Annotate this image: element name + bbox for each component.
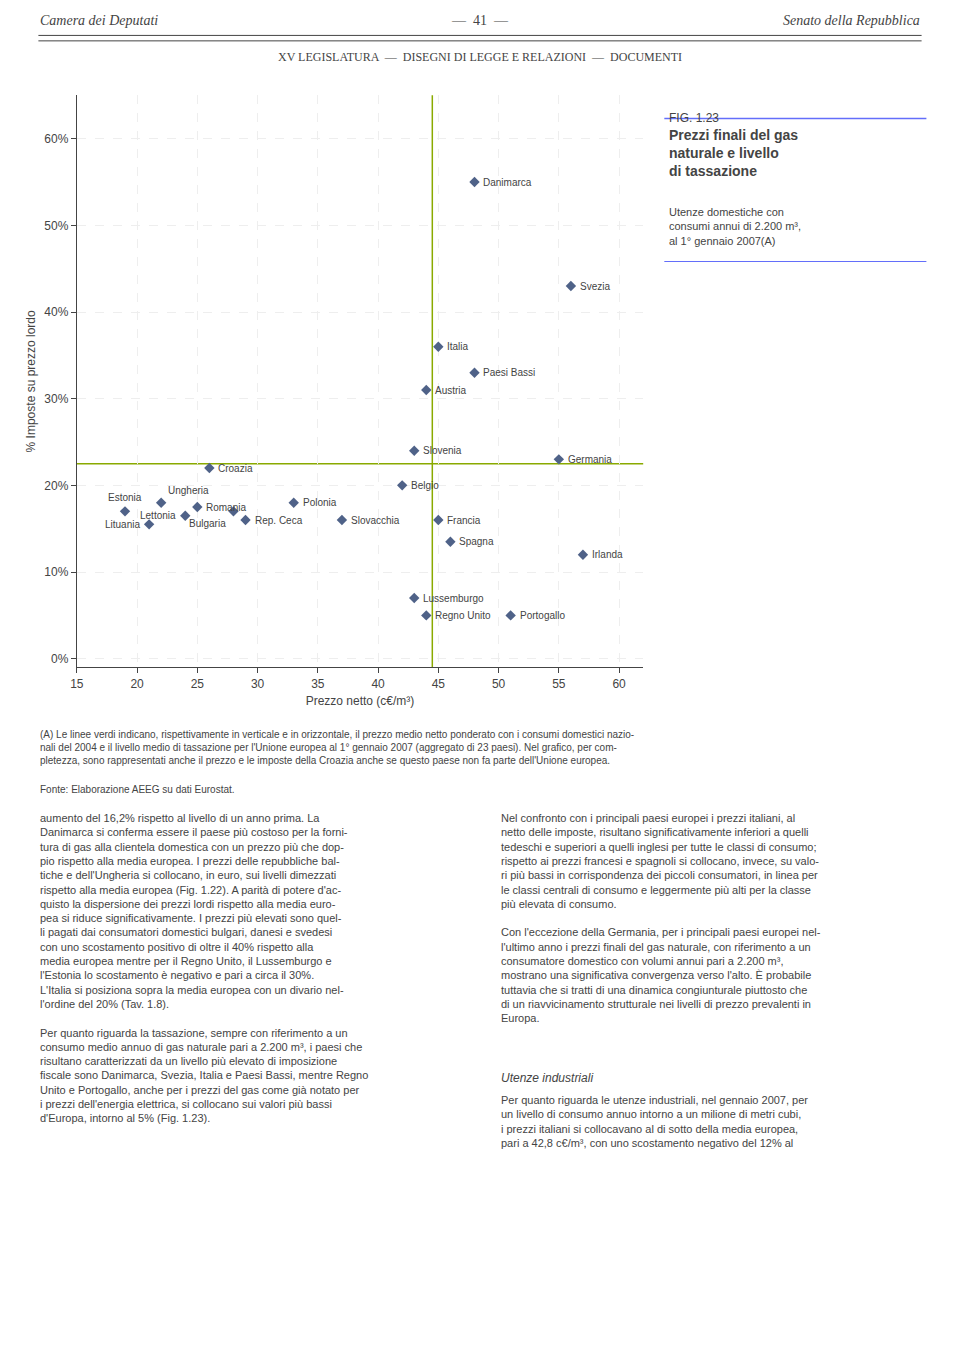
svg-text:aumento del 16,2% rispetto al: aumento del 16,2% rispetto al livello di… [40, 812, 368, 1124]
svg-text:Danimarca: Danimarca [483, 177, 532, 188]
svg-text:XV LEGISLATURA — DISEGNI DI: XV LEGISLATURA — DISEGNI DI LEGGE E RELA… [278, 50, 682, 64]
svg-text:40%: 40% [44, 305, 68, 319]
svg-text:Lussemburgo: Lussemburgo [423, 593, 484, 604]
svg-text:Belgio: Belgio [411, 480, 439, 491]
svg-text:Fonte: Elaborazione AEEG su da: Fonte: Elaborazione AEEG su dati Eurosta… [40, 784, 235, 795]
svg-text:55: 55 [552, 677, 566, 691]
svg-text:Francia: Francia [447, 515, 481, 526]
svg-text:Estonia: Estonia [108, 492, 142, 503]
svg-text:(A) Le linee verdi indicano, r: (A) Le linee verdi indicano, rispettivam… [40, 729, 634, 766]
svg-text:Utenze industriali: Utenze industriali [501, 1071, 593, 1085]
svg-text:% Imposte su prezzo lordo: % Imposte su prezzo lordo [24, 310, 38, 452]
svg-text:Slovacchia: Slovacchia [351, 515, 400, 526]
svg-text:60%: 60% [44, 132, 68, 146]
svg-text:Utenze domestiche conconsumi a: Utenze domestiche conconsumi annui di 2.… [669, 206, 801, 247]
svg-text:Slovenia: Slovenia [423, 445, 462, 456]
svg-text:10%: 10% [44, 565, 68, 579]
svg-text:Spagna: Spagna [459, 536, 494, 547]
svg-text:0%: 0% [51, 652, 69, 666]
svg-text:Regno Unito: Regno Unito [435, 610, 491, 621]
svg-text:Bulgaria: Bulgaria [189, 518, 226, 529]
svg-text:Austria: Austria [435, 385, 467, 396]
svg-text:Rep. Ceca: Rep. Ceca [255, 515, 303, 526]
svg-text:25: 25 [191, 677, 205, 691]
svg-text:Polonia: Polonia [303, 497, 337, 508]
svg-text:Prezzo netto (c€/m³): Prezzo netto (c€/m³) [306, 694, 415, 708]
svg-text:Camera dei Deputati: Camera dei Deputati [40, 13, 158, 28]
svg-text:FIG. 1.23: FIG. 1.23 [669, 111, 719, 125]
svg-text:20%: 20% [44, 479, 68, 493]
svg-text:Paesi Bassi: Paesi Bassi [483, 367, 535, 378]
svg-text:Germania: Germania [568, 454, 612, 465]
svg-text:35: 35 [311, 677, 325, 691]
svg-text:Prezzi finali del gasnaturale: Prezzi finali del gasnaturale e livellod… [669, 127, 798, 179]
svg-text:Per quanto riguarda le utenze: Per quanto riguarda le utenze industrial… [501, 1094, 808, 1149]
svg-text:Italia: Italia [447, 341, 469, 352]
svg-text:30: 30 [251, 677, 265, 691]
svg-text:20: 20 [130, 677, 144, 691]
svg-text:60: 60 [612, 677, 626, 691]
svg-text:30%: 30% [44, 392, 68, 406]
svg-text:Portogallo: Portogallo [520, 610, 565, 621]
svg-text:Lituania: Lituania [105, 519, 140, 530]
svg-text:Ungheria: Ungheria [168, 485, 209, 496]
svg-text:40: 40 [371, 677, 385, 691]
svg-text:15: 15 [70, 677, 84, 691]
svg-text:Romania: Romania [206, 502, 246, 513]
svg-text:Croazia: Croazia [218, 463, 253, 474]
svg-text:50: 50 [492, 677, 506, 691]
svg-text:45: 45 [432, 677, 446, 691]
svg-text:Nel confronto con i principali: Nel confronto con i principali paesi eur… [501, 812, 821, 1024]
svg-text:Senato della Repubblica: Senato della Repubblica [783, 13, 920, 28]
svg-text:Irlanda: Irlanda [592, 549, 623, 560]
svg-text:— 41 —: — 41 — [451, 13, 509, 28]
svg-text:50%: 50% [44, 219, 68, 233]
svg-text:Svezia: Svezia [580, 281, 610, 292]
svg-text:Lettonia: Lettonia [140, 510, 176, 521]
